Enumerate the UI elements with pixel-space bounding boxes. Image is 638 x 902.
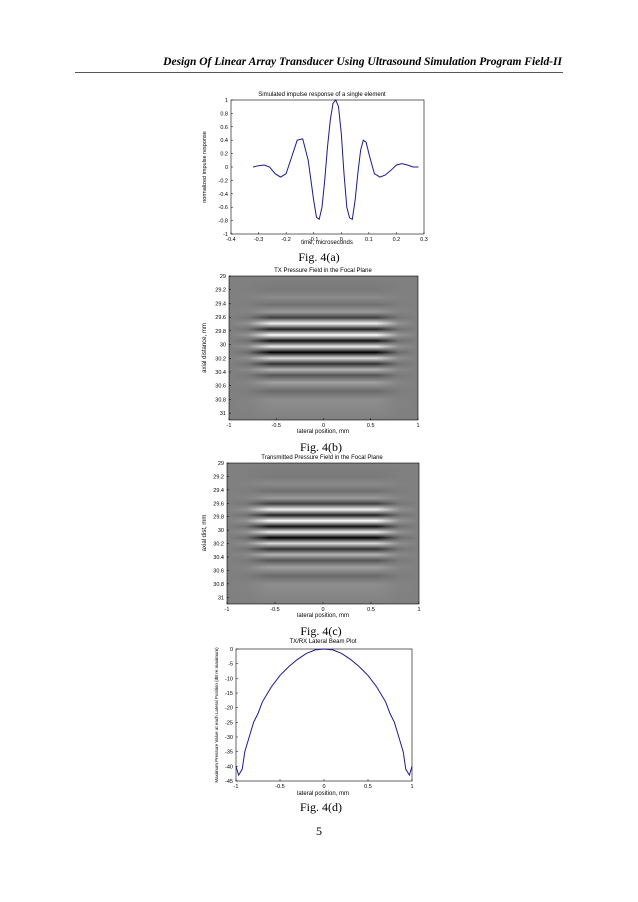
y-tick-label: 30.2: [215, 356, 226, 362]
y-tick-label: 30.6: [215, 384, 226, 390]
x-tick-label: 1: [417, 607, 420, 613]
y-tick-label: -10: [225, 676, 233, 682]
y-tick-label: 0.4: [220, 138, 228, 144]
y-tick-label: 29.4: [215, 301, 226, 307]
x-tick-label: -0.5: [275, 784, 284, 790]
x-tick-label: 0.5: [364, 784, 372, 790]
y-tick-label: -0.4: [219, 192, 228, 198]
x-tick-label: 0: [340, 237, 343, 243]
lateral-beam-plot-chart: TX/RX Lateral Beam Plot 0-5-10-15-20-25-…: [214, 639, 414, 797]
y-tick-label: 30.4: [215, 370, 226, 376]
y-tick-label: 29.8: [213, 515, 224, 521]
transmitted-pressure-field-chart: Transmitted Pressure Field in the Focal …: [202, 455, 421, 619]
y-tick-label: 30.8: [213, 582, 224, 588]
x-tick-label: 0: [322, 784, 325, 790]
y-tick-label: 30.4: [213, 555, 224, 561]
y-axis-label: normalized impulse response: [202, 131, 208, 203]
chart-title: TX/RX Lateral Beam Plot: [289, 639, 356, 645]
x-tick-label: 0.1: [365, 237, 373, 243]
beam-profile-series-line: [235, 648, 413, 777]
x-axis-label: lateral position, mm: [297, 429, 349, 435]
x-tick-label: -0.5: [272, 423, 281, 429]
y-tick-label: 29.6: [215, 315, 226, 321]
y-tick-label: 1: [225, 98, 228, 104]
x-tick-label: 0.5: [367, 607, 375, 613]
running-title: Design Of Linear Array Transducer Using …: [163, 56, 562, 68]
y-tick-label: 29: [220, 274, 226, 280]
x-tick-label: 1: [416, 423, 419, 429]
pressure-field-edge-fade: [227, 463, 419, 604]
x-tick-label: -0.4: [226, 237, 235, 243]
y-tick-label: 31: [218, 595, 224, 601]
figure-caption-c: Fig. 4(c): [300, 624, 342, 638]
figure-caption-a: Fig. 4(a): [298, 250, 340, 264]
x-tick-label: -1: [225, 607, 230, 613]
impulse-series-line: [252, 99, 419, 221]
y-tick-label: 30.6: [213, 568, 224, 574]
tx-pressure-field-chart: TX Pressure Field in the Focal Plane 29 2…: [202, 268, 420, 435]
x-axis-label: time, microseconds: [301, 240, 353, 246]
y-axis-label: Maximum Pressure Value at each Lateral P…: [214, 647, 219, 783]
y-tick-label: 30.8: [215, 397, 226, 403]
x-tick-label: -0.5: [270, 607, 279, 613]
impulse-response-chart: Simulated impulse response of a single e…: [202, 92, 428, 246]
x-tick-label: -1: [234, 784, 239, 790]
y-tick-label: 0.8: [220, 111, 228, 117]
x-tick-label: -0.1: [309, 237, 318, 243]
y-tick-label: 0.6: [220, 125, 228, 131]
y-tick-label: 0: [230, 647, 233, 653]
figure-caption-d: Fig. 4(d): [300, 800, 342, 814]
chart-title: Transmitted Pressure Field in the Focal …: [261, 455, 383, 461]
y-axis-label: axial dist, mm: [202, 515, 208, 552]
x-tick-label: -0.2: [281, 237, 290, 243]
y-tick-label: 30: [220, 343, 226, 349]
chart-title: TX Pressure Field in the Focal Plane: [274, 268, 372, 274]
y-tick-label: 30: [218, 528, 224, 534]
y-tick-label: -35: [225, 750, 233, 756]
x-tick-label: 0: [322, 423, 325, 429]
y-tick-label: -25: [225, 720, 233, 726]
y-tick-label: 31: [220, 411, 226, 417]
y-tick-label: 29.2: [215, 288, 226, 294]
y-tick-label: -30: [225, 735, 233, 741]
y-tick-label: -15: [225, 691, 233, 697]
x-tick-label: 0.5: [367, 423, 375, 429]
y-tick-label: -0.6: [219, 205, 228, 211]
x-tick-label: 0: [321, 607, 324, 613]
x-axis-label: lateral position, mm: [297, 613, 349, 619]
x-tick-label: 0.2: [393, 237, 401, 243]
y-tick-label: -1: [223, 232, 228, 238]
figure-caption-b: Fig. 4(b): [300, 440, 342, 454]
y-tick-label: -40: [225, 764, 233, 770]
y-tick-label: 30.2: [213, 542, 224, 548]
plot-frame: [235, 648, 413, 782]
pressure-field-edge-fade: [229, 276, 418, 420]
x-tick-label: -1: [227, 423, 232, 429]
y-tick-label: -0.8: [219, 219, 228, 225]
y-tick-label: -0.2: [219, 178, 228, 184]
x-tick-label: 0.3: [420, 237, 428, 243]
y-axis-label: axial distance, mm: [202, 323, 208, 373]
header-rule: [75, 72, 563, 73]
plot-frame: [230, 99, 425, 235]
y-tick-label: 29.6: [213, 501, 224, 507]
x-axis-label: lateral position, mm: [297, 791, 349, 797]
y-tick-label: 0: [225, 165, 228, 171]
x-tick-label: 1: [410, 784, 413, 790]
y-tick-label: 29.2: [213, 474, 224, 480]
y-tick-label: 29.4: [213, 488, 224, 494]
page-number: 5: [316, 824, 322, 838]
chart-title: Simulated impulse response of a single e…: [258, 92, 386, 98]
y-tick-label: -20: [225, 706, 233, 712]
y-tick-label: -45: [225, 779, 233, 785]
y-tick-label: 29.8: [215, 329, 226, 335]
y-tick-label: 0.2: [220, 152, 228, 158]
y-tick-label: 29: [218, 461, 224, 467]
y-tick-label: -5: [228, 662, 233, 668]
x-tick-label: -0.3: [254, 237, 263, 243]
